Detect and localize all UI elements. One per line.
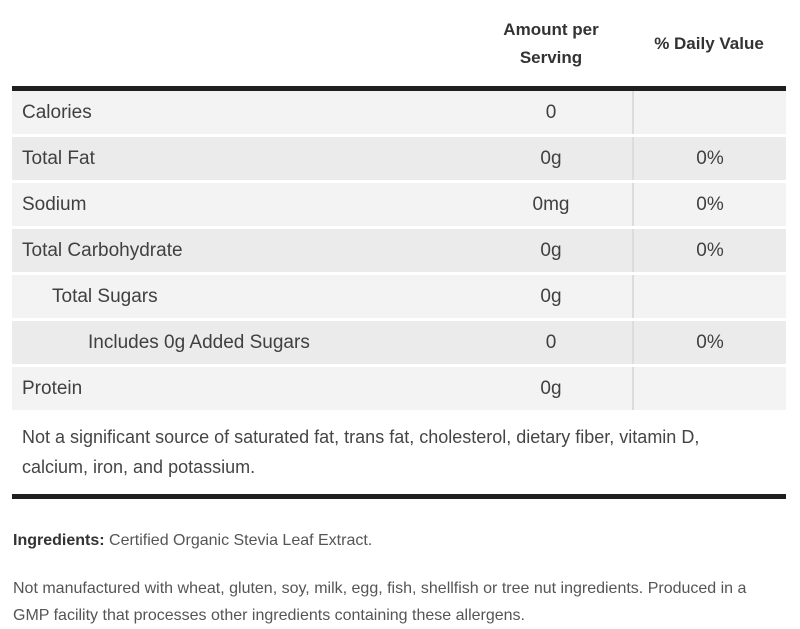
nutrition-table: Calories 0 Total Fat 0g 0% Sodium 0mg 0%… xyxy=(12,86,786,499)
table-row-sodium: Sodium 0mg 0% xyxy=(12,183,786,229)
table-header: Amount per Serving % Daily Value xyxy=(12,0,786,86)
nutrient-amount: 0g xyxy=(540,147,562,169)
nutrient-label: Total Carbohydrate xyxy=(22,239,183,261)
column-header-daily-value: % Daily Value xyxy=(654,34,764,53)
table-row-total-sugars: Total Sugars 0g xyxy=(12,275,786,321)
nutrient-daily-value: 0% xyxy=(632,229,786,272)
nutrient-daily-value xyxy=(632,91,786,134)
ingredients-line: Ingredients: Certified Organic Stevia Le… xyxy=(13,530,786,551)
nutrition-facts-panel: Amount per Serving % Daily Value Calorie… xyxy=(12,0,786,629)
nutrient-amount: 0 xyxy=(545,101,557,123)
table-row-added-sugars: Includes 0g Added Sugars 0 0% xyxy=(12,321,786,367)
table-row-protein: Protein 0g xyxy=(12,367,786,413)
table-row-total-fat: Total Fat 0g 0% xyxy=(12,137,786,183)
nutrient-label: Sodium xyxy=(22,193,87,215)
nutrient-daily-value: 0% xyxy=(632,137,786,180)
table-row-total-carbohydrate: Total Carbohydrate 0g 0% xyxy=(12,229,786,275)
ingredients-label: Ingredients: xyxy=(13,532,105,549)
nutrient-daily-value xyxy=(632,367,786,410)
column-header-amount-per-serving: Amount per Serving xyxy=(470,16,632,72)
nutrient-amount: 0g xyxy=(540,377,562,399)
nutrient-amount: 0mg xyxy=(532,193,570,215)
nutrient-label: Protein xyxy=(22,377,83,399)
column-header-amount-label: Amount per Serving xyxy=(503,20,599,67)
table-row-calories: Calories 0 xyxy=(12,91,786,137)
nutrient-label: Total Sugars xyxy=(52,285,158,307)
ingredients-text: Certified Organic Stevia Leaf Extract. xyxy=(109,532,373,549)
nutrient-amount: 0g xyxy=(540,285,562,307)
nutrient-label: Total Fat xyxy=(22,147,95,169)
allergen-note: Not manufactured with wheat, gluten, soy… xyxy=(13,580,747,624)
nutrient-daily-value: 0% xyxy=(632,321,786,364)
nutrient-amount: 0 xyxy=(545,331,557,353)
nutrient-daily-value xyxy=(632,275,786,318)
nutrient-amount: 0g xyxy=(540,239,562,261)
nutrient-daily-value: 0% xyxy=(632,183,786,226)
nutrient-label: Calories xyxy=(22,101,92,123)
insignificant-sources-footnote: Not a significant source of saturated fa… xyxy=(12,413,786,494)
nutrient-label: Includes 0g Added Sugars xyxy=(88,331,310,353)
